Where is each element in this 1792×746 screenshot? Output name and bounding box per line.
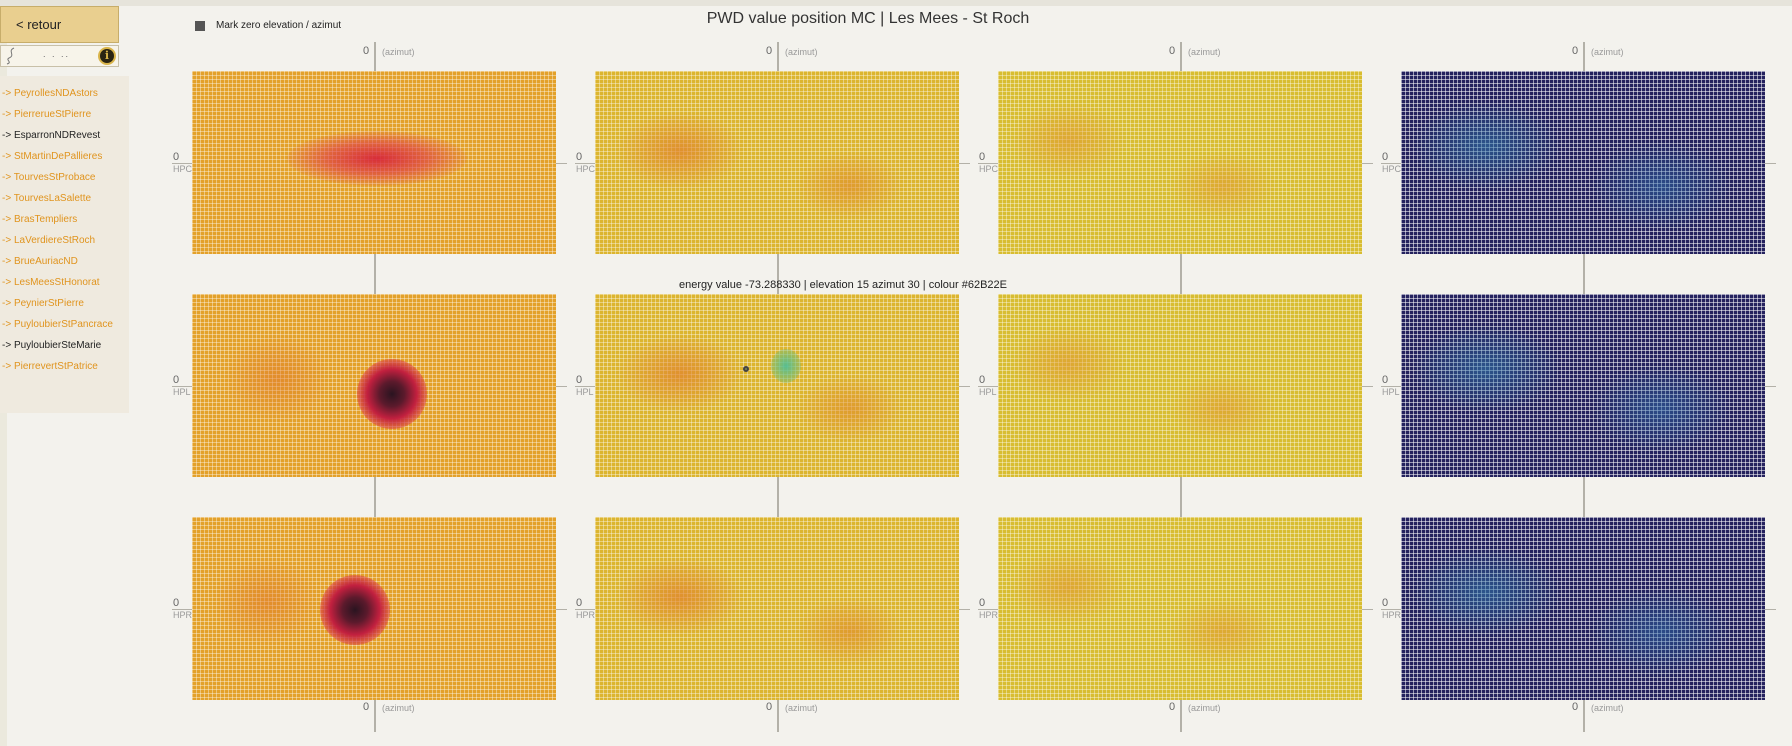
row-label-hpl: HPL xyxy=(979,387,997,397)
heatmap-hpc-3[interactable] xyxy=(998,71,1362,254)
row-label-hpc: HPC xyxy=(979,164,999,174)
azimut-zero-label: 0 xyxy=(766,45,773,57)
back-button[interactable]: < retour xyxy=(0,6,119,43)
row-label-hpc: HPC xyxy=(576,164,596,174)
azimut-zero-label: 0 xyxy=(363,45,370,57)
elevation-zero-label: 0 xyxy=(979,374,986,386)
nav-item-puyloubierstemarie[interactable]: -> PuyloubierSteMarie xyxy=(2,340,102,351)
mark-zero-checkbox[interactable] xyxy=(195,21,205,31)
page-title: PWD value position MC | Les Mees - St Ro… xyxy=(706,10,1030,27)
heatmap-hpl-1[interactable] xyxy=(192,294,556,477)
heatmap-hpl-2[interactable] xyxy=(595,294,959,477)
row-label-hpc: HPC xyxy=(1382,164,1402,174)
heatmap-hpr-1[interactable] xyxy=(192,517,556,700)
azimut-zero-label: 0 xyxy=(363,701,370,713)
nav-item-pierrevertstpatrice[interactable]: -> PierrevertStPatrice xyxy=(2,361,98,372)
row-label-hpl: HPL xyxy=(1382,387,1400,397)
elevation-zero-label: 0 xyxy=(576,597,583,609)
azimut-zero-label: 0 xyxy=(1169,701,1176,713)
logo-dots: . . .. xyxy=(43,49,71,59)
logo-squiggle-icon xyxy=(6,47,15,65)
nav-item-brastempliers[interactable]: -> BrasTempliers xyxy=(2,214,78,225)
azimut-label: (azimut) xyxy=(1188,703,1221,713)
azimut-label: (azimut) xyxy=(382,47,415,57)
elevation-zero-label: 0 xyxy=(576,151,583,163)
heatmap-hpl-3[interactable] xyxy=(998,294,1362,477)
heatmap-hpr-3[interactable] xyxy=(998,517,1362,700)
azimut-zero-label: 0 xyxy=(1169,45,1176,57)
azimut-zero-label: 0 xyxy=(1572,701,1579,713)
heatmap-hpr-2[interactable] xyxy=(595,517,959,700)
nav-item-peyrollesndastors[interactable]: -> PeyrollesNDAstors xyxy=(2,88,98,99)
elevation-zero-label: 0 xyxy=(173,597,180,609)
hover-info-text: energy value -73.288330 | elevation 15 a… xyxy=(679,279,1007,291)
elevation-zero-label: 0 xyxy=(1382,597,1389,609)
azimut-label: (azimut) xyxy=(785,703,818,713)
heatmap-hpc-1[interactable] xyxy=(192,71,556,254)
nav-item-stmartindepallieres[interactable]: -> StMartinDePallieres xyxy=(2,151,103,162)
top-bar xyxy=(0,0,1792,6)
elevation-zero-label: 0 xyxy=(576,374,583,386)
nav-item-esparronndrevest[interactable]: -> EsparronNDRevest xyxy=(2,130,101,141)
nav-item-brueauriacnd[interactable]: -> BrueAuriacND xyxy=(2,256,78,267)
row-label-hpr: HPR xyxy=(1382,610,1402,620)
azimut-label: (azimut) xyxy=(382,703,415,713)
nav-item-peyniersstpierre[interactable]: -> PeynierStPierre xyxy=(2,298,84,309)
azimut-zero-label: 0 xyxy=(766,701,773,713)
heatmap-hpc-2[interactable] xyxy=(595,71,959,254)
elevation-zero-label: 0 xyxy=(1382,374,1389,386)
elevation-zero-label: 0 xyxy=(979,151,986,163)
heatmap-hpr-4[interactable] xyxy=(1401,517,1765,700)
position-marker-icon xyxy=(743,366,749,372)
azimut-label: (azimut) xyxy=(785,47,818,57)
heatmap-hpc-4[interactable] xyxy=(1401,71,1765,254)
info-icon[interactable]: i xyxy=(98,47,116,65)
nav-item-laverdierestroch[interactable]: -> LaVerdiereStRoch xyxy=(2,235,96,246)
row-label-hpl: HPL xyxy=(576,387,594,397)
row-label-hpr: HPR xyxy=(576,610,596,620)
elevation-zero-label: 0 xyxy=(173,374,180,386)
logo-bar: . . .. xyxy=(0,45,119,67)
elevation-zero-label: 0 xyxy=(1382,151,1389,163)
azimut-label: (azimut) xyxy=(1188,47,1221,57)
heatmap-hpl-4[interactable] xyxy=(1401,294,1765,477)
row-label-hpl: HPL xyxy=(173,387,191,397)
nav-item-pierreruestpierre[interactable]: -> PierrerueStPierre xyxy=(2,109,92,120)
azimut-label: (azimut) xyxy=(1591,703,1624,713)
nav-item-tourveslasalette[interactable]: -> TourvesLaSalette xyxy=(2,193,92,204)
azimut-label: (azimut) xyxy=(1591,47,1624,57)
mark-zero-label[interactable]: Mark zero elevation / azimut xyxy=(216,20,342,31)
azimut-zero-label: 0 xyxy=(1572,45,1579,57)
row-label-hpr: HPR xyxy=(173,610,193,620)
row-label-hpc: HPC xyxy=(173,164,193,174)
nav-item-lesmeessthonorat[interactable]: -> LesMeesStHonorat xyxy=(2,277,100,288)
row-label-hpr: HPR xyxy=(979,610,999,620)
nav-item-puyloubierstpancrace[interactable]: -> PuyloubierStPancrace xyxy=(2,319,113,330)
elevation-zero-label: 0 xyxy=(979,597,986,609)
navigation-panel: -> PeyrollesNDAstors -> PierrerueStPierr… xyxy=(0,76,129,413)
elevation-zero-label: 0 xyxy=(173,151,180,163)
nav-item-tourvesstprobace[interactable]: -> TourvesStProbace xyxy=(2,172,96,183)
